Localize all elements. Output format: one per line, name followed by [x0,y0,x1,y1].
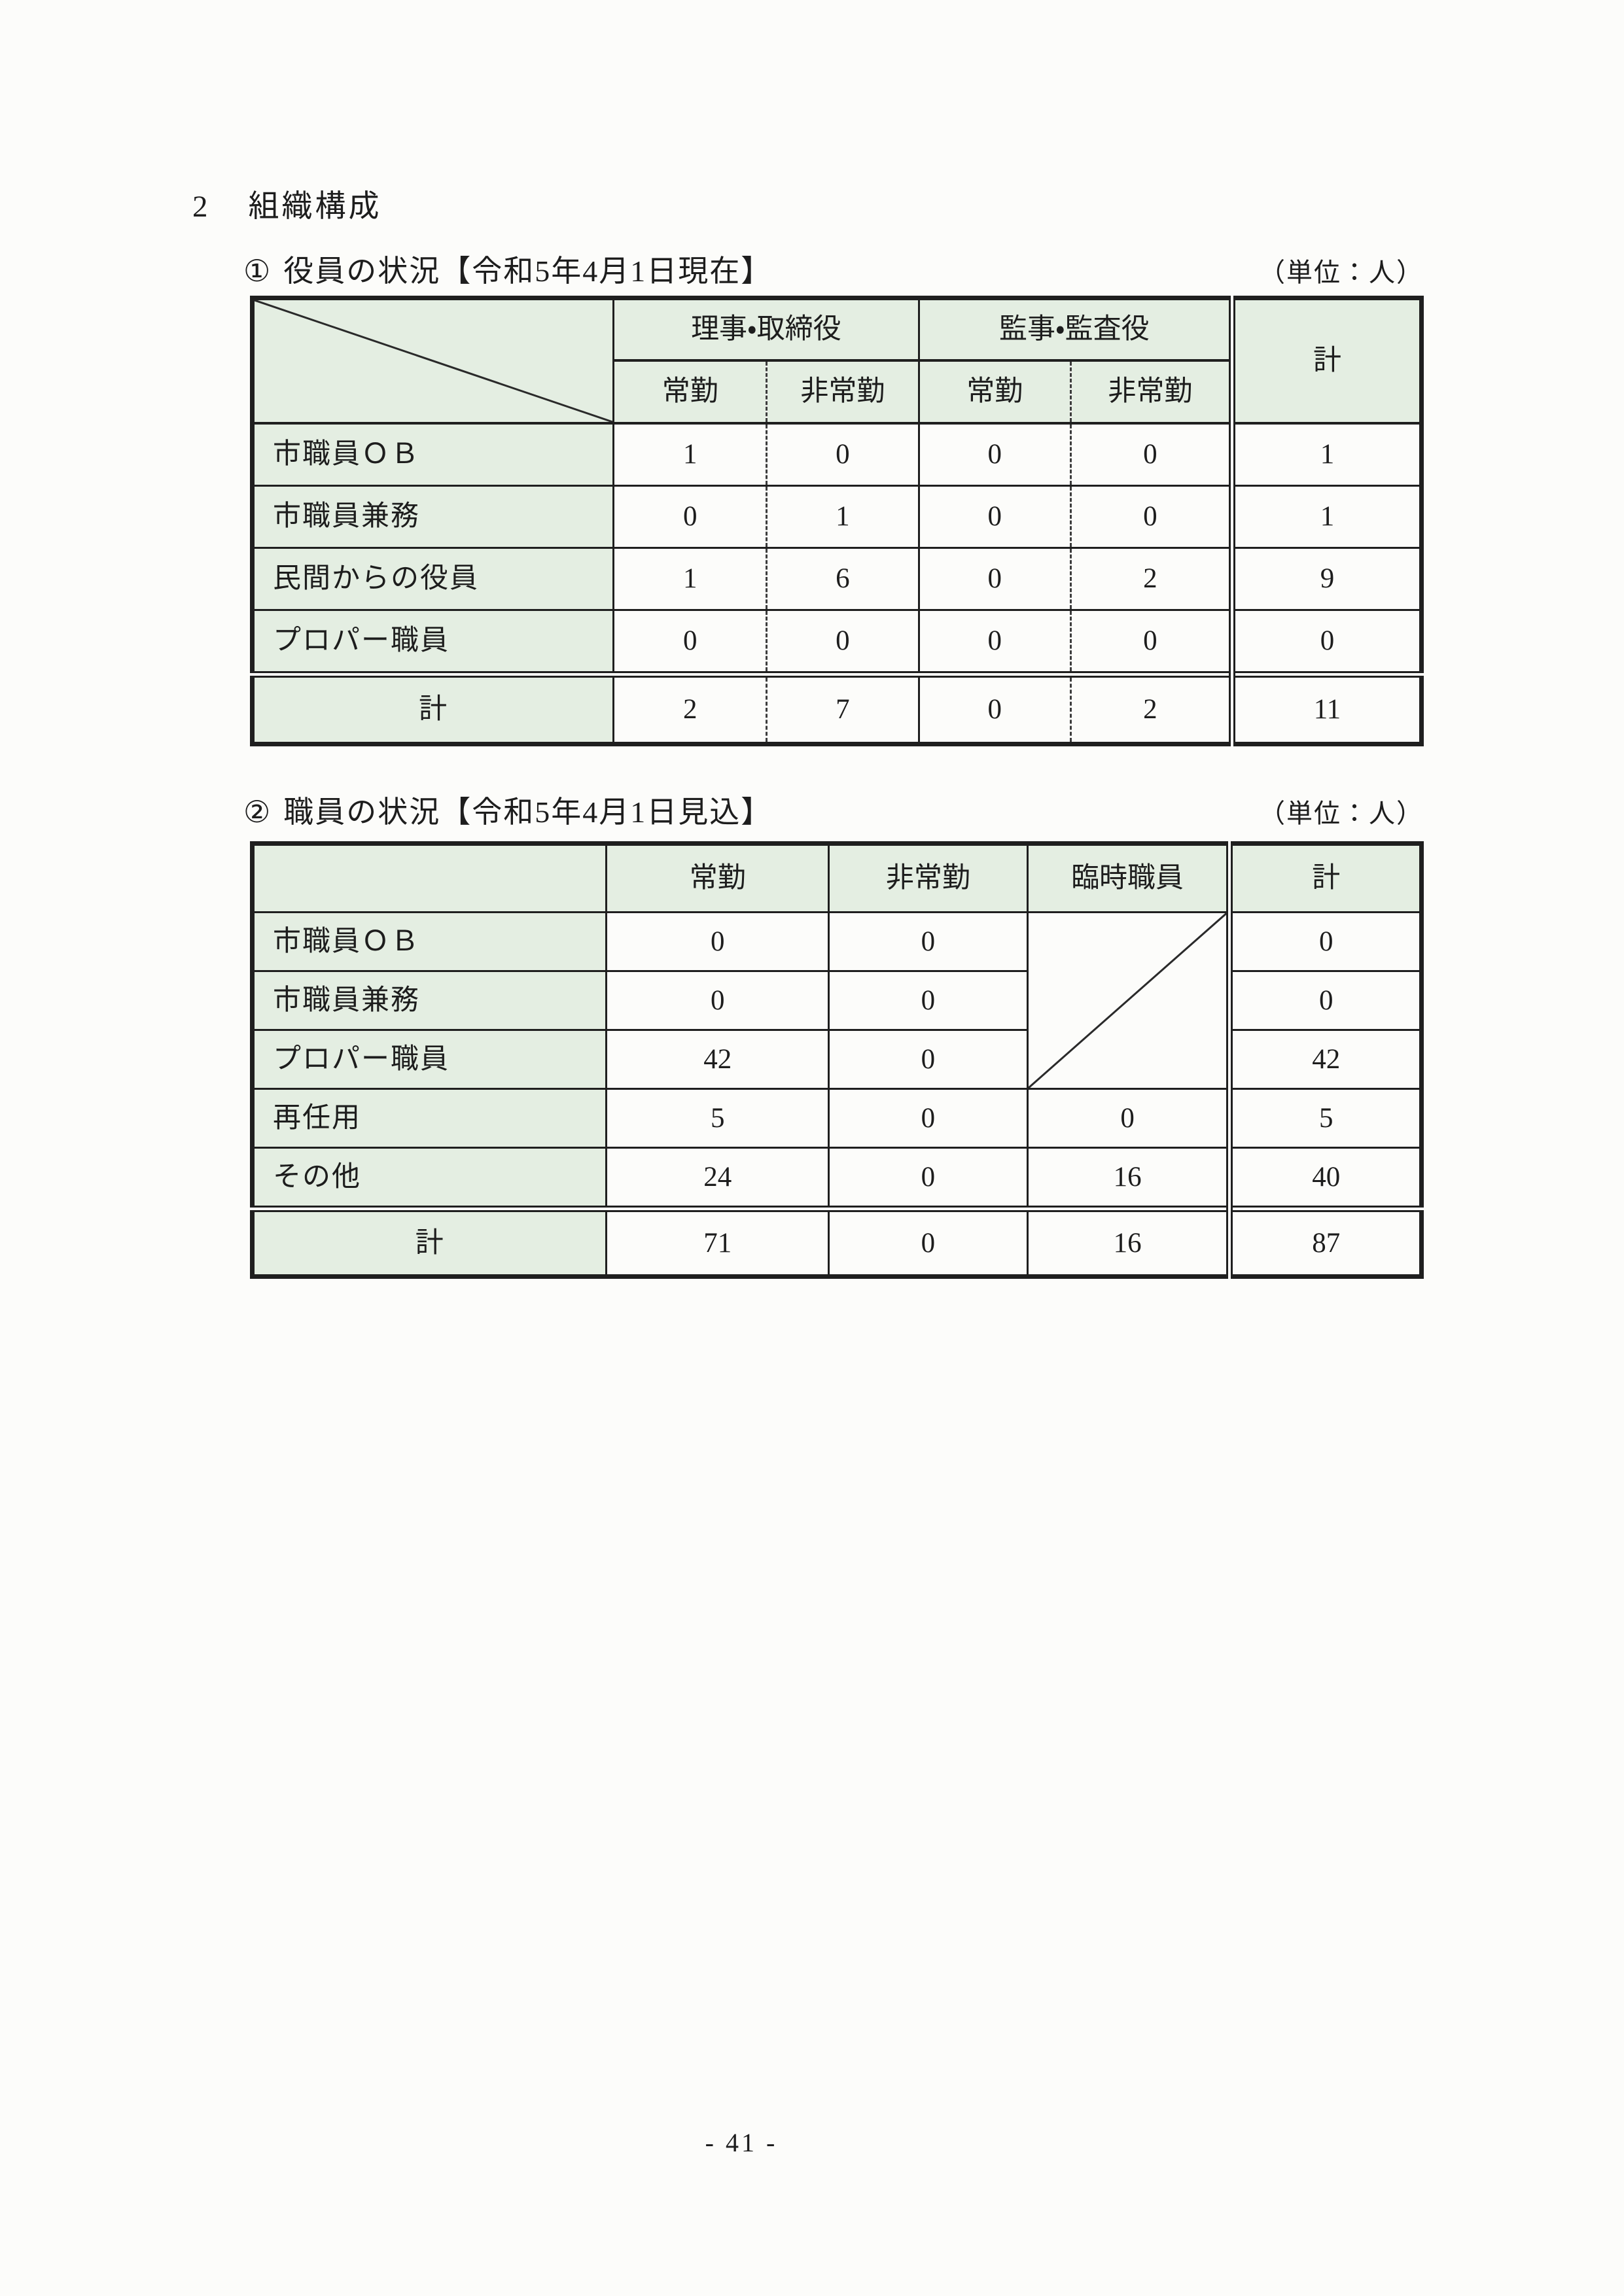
cell-value: 2 [1069,671,1232,744]
row-label: その他 [252,1147,607,1209]
officers-total-col-header: 計 [1228,298,1422,423]
cell-value: 5 [605,1088,829,1148]
officers-subheader-parttime-1: 非常勤 [766,359,919,423]
officers-subheader-parttime-2: 非常勤 [1069,359,1232,423]
cell-total: 0 [1226,970,1422,1030]
cell-total: 0 [1228,609,1422,674]
table-row: 市職員兼務 0 0 0 [252,970,1422,1030]
officers-corner-diagonal-cell [252,298,614,423]
circled-two-marker: ② [243,795,272,829]
officers-unit-label: （単位：人） [1259,258,1424,287]
officers-group-header-auditors: 監事・監査役 [917,298,1232,360]
officers-subtitle-row: ① 役員の状況【令和5年4月1日現在】 （単位：人） [243,247,1424,290]
cell-value: 0 [766,609,919,674]
cell-value: 1 [766,485,919,548]
total-row: 計 71 0 16 87 [252,1206,1422,1277]
cell-total: 42 [1226,1029,1422,1089]
cell-value: 1 [612,422,767,486]
cell-value: 0 [1026,1088,1230,1148]
cell-value: 24 [605,1147,829,1209]
cell-value: 0 [917,609,1071,674]
cell-value: 2 [612,671,767,744]
cell-value: 0 [766,422,919,486]
cell-value: 2 [1069,547,1232,610]
row-label: 市職員兼務 [252,970,607,1030]
cell-value: 0 [827,970,1028,1030]
cell-total: 11 [1228,671,1422,744]
cell-total: 40 [1226,1147,1422,1209]
cell-value: 0 [917,422,1071,486]
table-row: 民間からの役員 1 6 0 2 9 [252,547,1422,610]
cell-value: 0 [827,1147,1028,1209]
cell-value: 0 [917,671,1071,744]
table-row: その他 24 0 16 40 [252,1147,1422,1209]
row-label: 民間からの役員 [252,547,614,610]
table-row: 再任用 5 0 0 5 [252,1088,1422,1148]
cell-value: 0 [827,1088,1028,1148]
cell-value: 71 [605,1206,829,1277]
table-row: 市職員ＯＢ 1 0 0 0 1 [252,422,1422,486]
officers-subheader-fulltime-2: 常勤 [917,359,1071,423]
cell-value: 42 [605,1029,829,1089]
cell-value: 0 [1069,609,1232,674]
total-row: 計 2 7 0 2 11 [252,671,1422,744]
section-title: 組織構成 [248,190,382,224]
row-label: 市職員ＯＢ [252,911,607,971]
cell-total: 1 [1228,485,1422,548]
table-row: 市職員兼務 0 1 0 0 1 [252,485,1422,548]
cell-value: 16 [1026,1147,1230,1209]
page-number: - 41 - [705,2128,778,2157]
cell-value: 0 [612,485,767,548]
total-row-label: 計 [252,671,614,744]
cell-value: 0 [612,609,767,674]
staff-table: 常勤 非常勤 臨時職員 計 市職員ＯＢ 0 0 0 市職員兼務 0 0 0 プロ… [250,841,1424,1279]
staff-temporary-na-diagonal-cell [1026,911,1230,1089]
staff-header-fulltime: 常勤 [605,843,829,913]
table-row: プロパー職員 0 0 0 0 0 [252,609,1422,674]
staff-header-total: 計 [1226,843,1422,913]
cell-total: 1 [1228,422,1422,486]
cell-value: 0 [917,547,1071,610]
officers-table-title: ① 役員の状況【令和5年4月1日現在】 [243,254,773,288]
cell-value: 7 [766,671,919,744]
staff-subtitle-row: ② 職員の状況【令和5年4月1日見込】 （単位：人） [243,788,1424,831]
cell-value: 0 [917,485,1071,548]
cell-total: 5 [1226,1088,1422,1148]
cell-value: 0 [1069,485,1232,548]
diagonal-line-icon [255,300,612,422]
cell-value: 16 [1026,1206,1230,1277]
section-heading: 2 組織構成 [192,188,382,225]
staff-header-parttime: 非常勤 [827,843,1028,913]
officers-table: 理事・取締役 監事・監査役 計 常勤 非常勤 常勤 非常勤 市職員ＯＢ 1 0 … [250,296,1424,746]
staff-corner-empty-cell [252,843,607,913]
section-number: 2 [192,190,208,224]
officers-group-header-directors: 理事・取締役 [612,298,919,360]
cell-total: 87 [1226,1206,1422,1277]
cell-value: 0 [605,970,829,1030]
cell-value: 0 [827,1206,1028,1277]
cell-value: 0 [827,911,1028,971]
row-label: プロパー職員 [252,609,614,674]
cell-value: 0 [605,911,829,971]
cell-value: 0 [827,1029,1028,1089]
staff-unit-label: （単位：人） [1259,799,1424,828]
row-label: 再任用 [252,1088,607,1148]
row-label: プロパー職員 [252,1029,607,1089]
staff-table-title: ② 職員の状況【令和5年4月1日見込】 [243,795,773,829]
circled-one-marker: ① [243,254,272,288]
diagonal-line-icon [1029,913,1227,1088]
officers-subheader-fulltime-1: 常勤 [612,359,767,423]
table-row: 市職員ＯＢ 0 0 0 [252,911,1422,1089]
row-label: 市職員ＯＢ [252,422,614,486]
cell-value: 0 [1069,422,1232,486]
row-label: 市職員兼務 [252,485,614,548]
cell-value: 1 [612,547,767,610]
total-row-label: 計 [252,1206,607,1277]
cell-value: 6 [766,547,919,610]
table-row: プロパー職員 42 0 42 [252,1029,1422,1089]
staff-header-temporary: 臨時職員 [1026,843,1230,913]
cell-total: 9 [1228,547,1422,610]
cell-total: 0 [1226,911,1422,971]
